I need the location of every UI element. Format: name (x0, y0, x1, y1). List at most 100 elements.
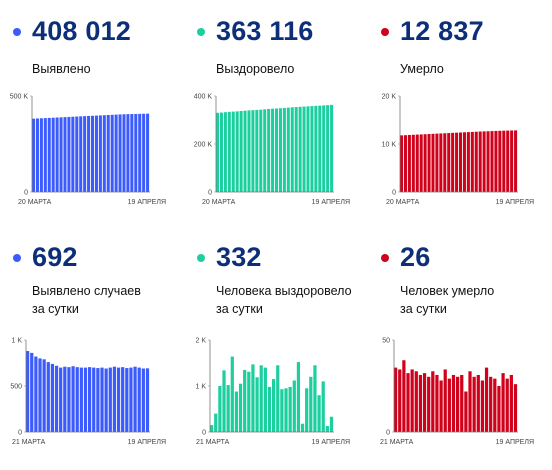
bar (443, 369, 447, 432)
bar (478, 131, 482, 192)
bar (251, 110, 255, 192)
bar (54, 365, 59, 432)
x-end-label: 19 АПРЕЛЯ (312, 439, 350, 446)
bar (422, 373, 427, 432)
bar (325, 426, 329, 432)
bar (414, 371, 418, 432)
bar (317, 395, 321, 432)
series-dot-icon (197, 254, 205, 262)
bar (216, 112, 220, 192)
bar (239, 111, 243, 192)
y-tick-label: 0 (202, 430, 206, 437)
bar (106, 115, 110, 192)
x-start-label: 21 МАРТА (12, 439, 46, 446)
bar (96, 368, 100, 432)
bar (329, 416, 334, 432)
bar (47, 117, 51, 192)
total-recovered-value: 363 116 (216, 16, 314, 46)
bar (513, 384, 518, 432)
bar (282, 108, 286, 192)
bar (275, 108, 279, 192)
bar (466, 132, 470, 192)
bar (322, 105, 326, 192)
bar (75, 116, 79, 192)
bar (243, 110, 247, 192)
x-start-label: 20 МАРТА (386, 199, 420, 206)
bar (290, 107, 294, 192)
bar (505, 378, 509, 432)
bar (122, 114, 126, 192)
bar (321, 381, 325, 432)
bar (330, 104, 334, 192)
bar (251, 364, 255, 432)
bar (38, 358, 42, 432)
bar (234, 391, 239, 432)
bar (498, 130, 502, 192)
bar (435, 133, 439, 192)
total-detected-label-line1: Выявлено (32, 62, 91, 76)
bar (314, 105, 318, 192)
bar (418, 374, 423, 432)
bar (263, 109, 267, 192)
bar (104, 368, 108, 432)
daily-died-label-line1: Человек умерло (400, 284, 495, 298)
bar (280, 389, 284, 432)
bar (451, 374, 456, 432)
bar (294, 107, 298, 192)
x-end-label: 19 АПРЕЛЯ (312, 199, 350, 206)
bar (94, 115, 98, 192)
bar (243, 369, 247, 432)
bar (121, 367, 125, 432)
bar (108, 367, 112, 432)
bar (407, 134, 411, 192)
y-tick-label: 400 K (194, 94, 213, 101)
bar (39, 118, 43, 192)
bar (30, 352, 34, 432)
chart-daily-detected: 0 500 1 K 21 МАРТА 19 АПРЕЛЯ (10, 338, 166, 447)
bar (402, 360, 406, 432)
y-tick-label: 0 (386, 430, 390, 437)
bar (32, 118, 36, 192)
chart-detected: 0 500 K 20 МАРТА 19 АПРЕЛЯ (10, 94, 166, 207)
series-dot-icon (381, 254, 389, 262)
bar (459, 132, 463, 192)
bar (443, 133, 447, 192)
bar (134, 113, 138, 192)
bar (83, 367, 88, 432)
bar (490, 131, 494, 192)
bar (63, 117, 67, 192)
bar (263, 367, 267, 432)
bar (34, 356, 38, 432)
bar (259, 365, 263, 432)
bar (219, 112, 223, 192)
x-end-label: 19 АПРЕЛЯ (496, 199, 534, 206)
bar (226, 385, 230, 432)
x-start-label: 20 МАРТА (202, 199, 236, 206)
bar (510, 130, 514, 192)
bar (71, 116, 75, 192)
bar (112, 366, 117, 432)
bar (427, 376, 431, 432)
bar (55, 117, 59, 192)
bar (210, 425, 214, 432)
bar (88, 367, 92, 432)
series-dot-icon (13, 254, 21, 262)
bar (218, 386, 222, 432)
total-died-label-line1: Умерло (400, 62, 444, 76)
bar (326, 105, 330, 192)
x-start-label: 21 МАРТА (196, 439, 230, 446)
y-tick-label: 10 K (382, 142, 397, 149)
bar (267, 108, 271, 192)
bar (447, 378, 451, 432)
bar (497, 386, 501, 432)
bar (464, 391, 468, 432)
bar (146, 113, 150, 192)
bar (288, 386, 292, 432)
chart-recovered: 0 200 K 400 K 20 МАРТА 19 АПРЕЛЯ (194, 94, 350, 207)
bar (214, 413, 218, 432)
bar (138, 113, 142, 192)
x-end-label: 19 АПРЕЛЯ (128, 199, 166, 206)
bar (98, 115, 102, 192)
series-dot-icon (13, 28, 21, 36)
bar (284, 388, 288, 432)
